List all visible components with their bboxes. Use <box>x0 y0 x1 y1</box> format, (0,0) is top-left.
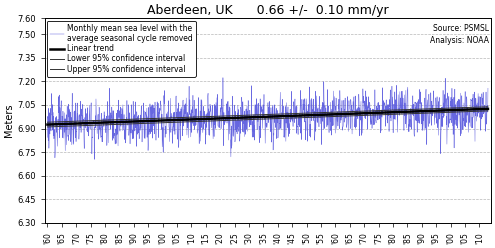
Monthly mean sea level with the
average seasonal cycle removed <box>91 158 97 161</box>
Monthly mean sea level with the
average seasonal cycle removed <box>336 123 342 126</box>
Monthly mean sea level with the
average seasonal cycle removed <box>215 126 221 129</box>
Lower 95% confidence interval <box>45 125 50 128</box>
Title: Aberdeen, UK      0.66 +/-  0.10 mm/yr: Aberdeen, UK 0.66 +/- 0.10 mm/yr <box>147 4 389 17</box>
Y-axis label: Meters: Meters <box>4 104 14 137</box>
Lower 95% confidence interval <box>215 119 221 122</box>
Line: Linear trend: Linear trend <box>48 109 488 124</box>
Lower 95% confidence interval <box>437 111 443 114</box>
Linear trend <box>478 108 484 111</box>
Line: Lower 95% confidence interval: Lower 95% confidence interval <box>48 111 488 127</box>
Line: Monthly mean sea level with the
average seasonal cycle removed: Monthly mean sea level with the average … <box>48 78 488 159</box>
Upper 95% confidence interval <box>437 107 443 110</box>
Lower 95% confidence interval <box>148 122 154 125</box>
Upper 95% confidence interval <box>485 105 491 108</box>
Lower 95% confidence interval <box>134 122 140 125</box>
Linear trend <box>215 117 221 120</box>
Lower 95% confidence interval <box>336 115 342 118</box>
Upper 95% confidence interval <box>215 115 221 118</box>
Line: Upper 95% confidence interval: Upper 95% confidence interval <box>48 107 488 122</box>
Legend: Monthly mean sea level with the
average seasonal cycle removed, Linear trend, Lo: Monthly mean sea level with the average … <box>47 21 196 77</box>
Monthly mean sea level with the
average seasonal cycle removed <box>148 114 154 117</box>
Linear trend <box>148 119 154 122</box>
Upper 95% confidence interval <box>45 121 50 124</box>
Linear trend <box>437 109 443 112</box>
Monthly mean sea level with the
average seasonal cycle removed <box>437 107 443 110</box>
Monthly mean sea level with the
average seasonal cycle removed <box>485 87 491 90</box>
Monthly mean sea level with the
average seasonal cycle removed <box>134 110 140 113</box>
Linear trend <box>45 123 50 126</box>
Lower 95% confidence interval <box>485 109 491 112</box>
Upper 95% confidence interval <box>336 111 342 114</box>
Linear trend <box>485 107 491 110</box>
Monthly mean sea level with the
average seasonal cycle removed <box>478 107 484 110</box>
Monthly mean sea level with the
average seasonal cycle removed <box>220 76 226 79</box>
Monthly mean sea level with the
average seasonal cycle removed <box>45 136 50 139</box>
Upper 95% confidence interval <box>134 118 140 121</box>
Upper 95% confidence interval <box>148 117 154 120</box>
Upper 95% confidence interval <box>478 106 484 109</box>
Linear trend <box>336 113 342 116</box>
Text: Source: PSMSL
Analysis: NOAA: Source: PSMSL Analysis: NOAA <box>430 25 489 45</box>
Linear trend <box>134 120 140 123</box>
Lower 95% confidence interval <box>478 110 484 113</box>
